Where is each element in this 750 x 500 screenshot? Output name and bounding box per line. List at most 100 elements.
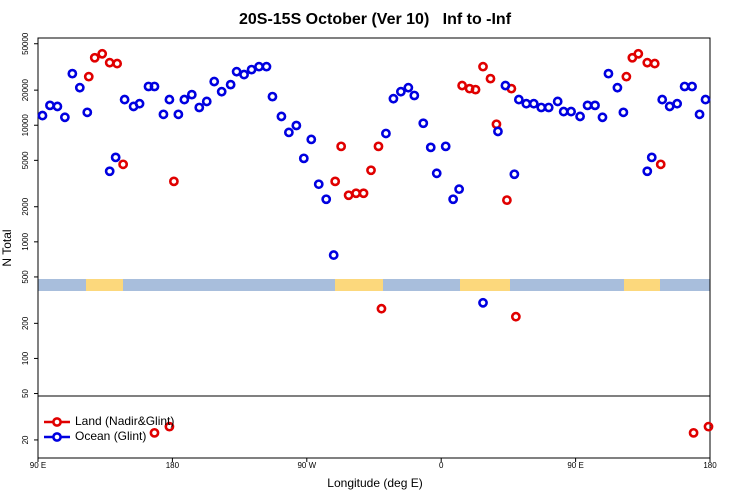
point [366, 165, 376, 176]
point [700, 94, 711, 105]
y-tick-label: 1000 [21, 232, 30, 250]
legend-marker [52, 417, 62, 427]
point [381, 128, 391, 139]
point [173, 109, 184, 120]
point [672, 98, 683, 109]
x-tick-label: 180 [703, 461, 717, 470]
point [395, 86, 406, 97]
plot-frame [37, 37, 711, 459]
point [612, 82, 623, 93]
point [112, 58, 123, 69]
legend-marker [52, 432, 62, 442]
y-tick-label: 100 [21, 351, 30, 365]
point [566, 106, 577, 117]
point [276, 111, 287, 122]
point [454, 184, 465, 195]
point [328, 250, 339, 260]
point [37, 110, 48, 121]
point [552, 96, 563, 107]
point [74, 82, 85, 93]
point [431, 168, 442, 179]
x-tick-label: 90 E [567, 461, 583, 470]
point [149, 427, 160, 438]
point [528, 98, 539, 109]
y-tick-label: 50 [21, 389, 30, 398]
point [478, 297, 488, 308]
x-tick-label: 90 E [30, 461, 46, 470]
y-tick-label: 20000 [21, 78, 30, 101]
point [457, 80, 468, 91]
point [291, 120, 302, 131]
point [590, 100, 600, 111]
point [688, 427, 699, 438]
chart-title: 20S-15S October (Ver 10) Inf to -Inf [239, 11, 512, 28]
point [216, 86, 227, 97]
y-tick-label: 500 [21, 270, 30, 284]
point [351, 188, 361, 199]
point [485, 73, 496, 84]
y-tick-label: 10000 [21, 114, 30, 137]
point [558, 106, 569, 117]
point [246, 64, 257, 75]
point [321, 194, 332, 205]
point [597, 112, 608, 123]
point [493, 126, 503, 137]
point [330, 176, 341, 187]
point [418, 118, 429, 129]
point [649, 58, 660, 69]
point [194, 102, 205, 113]
point [110, 152, 121, 163]
y-tick-label: 5000 [21, 151, 30, 169]
point [388, 93, 399, 104]
point [509, 169, 520, 180]
point [168, 176, 179, 187]
point [521, 98, 532, 109]
point [642, 57, 653, 68]
point [664, 101, 675, 112]
point [343, 190, 354, 201]
point [149, 81, 160, 92]
point [358, 188, 369, 199]
x-tick-label: 90 W [297, 461, 316, 470]
point [52, 101, 63, 112]
point [470, 84, 481, 95]
point [134, 98, 145, 109]
point [119, 94, 130, 105]
point [164, 94, 175, 105]
point [373, 141, 384, 152]
point [158, 109, 169, 120]
point [575, 111, 585, 122]
point [409, 90, 420, 101]
point [510, 311, 521, 322]
point [104, 57, 115, 68]
surface-strip [38, 279, 710, 291]
point [118, 159, 129, 170]
point [179, 94, 190, 105]
point [283, 127, 294, 138]
point [687, 81, 697, 92]
point [679, 81, 690, 92]
point [164, 421, 175, 432]
point [45, 100, 55, 111]
point [543, 102, 554, 113]
x-axis-label: Longitude (deg E) [327, 476, 422, 490]
point [231, 66, 242, 77]
point [336, 141, 347, 152]
point [694, 109, 705, 120]
point [603, 68, 614, 79]
point [582, 100, 593, 111]
point [646, 152, 657, 163]
point [513, 94, 524, 105]
x-tick-label: 180 [166, 461, 180, 470]
point [478, 61, 488, 72]
point [104, 166, 115, 177]
point [657, 94, 668, 105]
point [83, 71, 94, 82]
y-tick-label: 2000 [21, 197, 30, 215]
point [500, 80, 511, 91]
point [239, 69, 249, 80]
point [618, 107, 629, 118]
point [186, 89, 197, 100]
point [82, 107, 93, 118]
point [254, 61, 264, 72]
